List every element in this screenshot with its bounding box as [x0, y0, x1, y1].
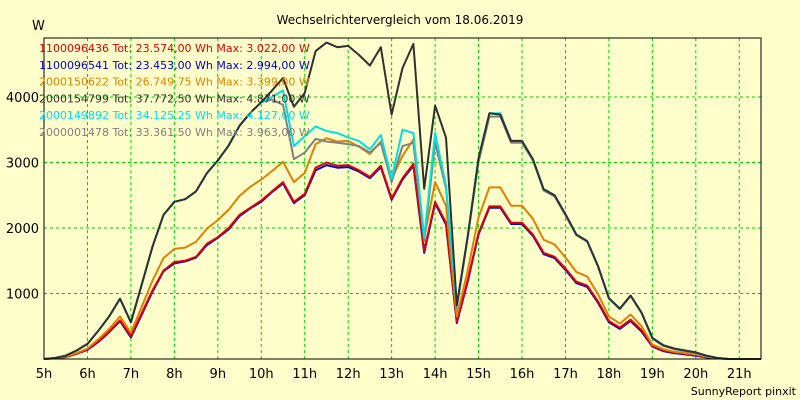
x-tick-label: 20h: [683, 367, 708, 382]
x-tick-label: 7h: [123, 367, 140, 382]
legend-entry-1100096541: 1100096541 Tot: 23.453,00 Wh Max: 2.994,…: [39, 59, 310, 72]
axis-ticks: 5h 6h 7h 8h 9h 10h 11h 12h 13h 14h 15h 16h 17h 18h 19h…: [6, 91, 752, 382]
x-tick-label: 5h: [36, 367, 53, 382]
legend-entry-2000149892: 2000149892 Tot: 34.125,25 Wh Max: 4.127,…: [39, 109, 310, 122]
x-tick-label: 9h: [210, 367, 227, 382]
x-tick-label: 15h: [466, 367, 491, 382]
x-tick-label: 6h: [79, 367, 96, 382]
x-tick-label: 19h: [640, 367, 665, 382]
x-tick-label: 8h: [166, 367, 183, 382]
x-tick-label: 14h: [423, 367, 448, 382]
y-tick-label: 1000: [6, 287, 39, 302]
legend-entry-2000001478: 2000001478 Tot: 33.361,50 Wh Max: 3.963,…: [39, 126, 310, 139]
y-tick-label: 2000: [6, 222, 39, 237]
chart-title: Wechselrichtervergleich vom 18.06.2019: [277, 13, 524, 27]
legend-entry-2000154799: 2000154799 Tot: 37.772,50 Wh Max: 4.871,…: [39, 92, 310, 105]
series-line-1100096436: [43, 161, 761, 360]
series-line-2000150622: [43, 137, 761, 360]
series-lines: [43, 41, 761, 360]
legend-entry-1100096436: 1100096436 Tot: 23.574,00 Wh Max: 3.022,…: [39, 42, 310, 55]
series-line-2000154799: [43, 41, 761, 360]
x-tick-label: 17h: [553, 367, 578, 382]
legend: 1100096436 Tot: 23.574,00 Wh Max: 3.022,…: [39, 42, 310, 139]
y-tick-label: 4000: [6, 91, 39, 106]
x-tick-label: 13h: [379, 367, 404, 382]
x-tick-label: 16h: [510, 367, 535, 382]
footer-credit: SunnyReport pinxit: [691, 385, 797, 398]
x-tick-label: 11h: [292, 367, 317, 382]
y-axis-unit-label: W: [32, 19, 45, 34]
x-tick-label: 18h: [597, 367, 622, 382]
x-tick-label: 12h: [336, 367, 361, 382]
legend-entry-2000150622: 2000150622 Tot: 26.749,75 Wh Max: 3.399,…: [39, 76, 310, 89]
plot-frame: [43, 37, 762, 360]
x-tick-label: 10h: [249, 367, 274, 382]
x-tick-label: 21h: [727, 367, 752, 382]
y-tick-label: 3000: [6, 156, 39, 171]
